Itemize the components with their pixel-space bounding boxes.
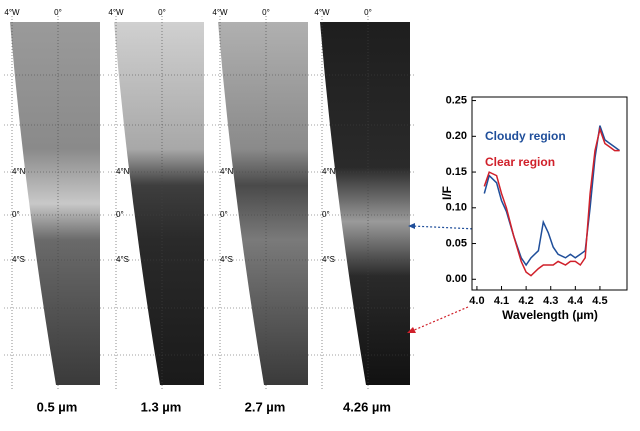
lat-label: 4°S bbox=[12, 255, 25, 264]
lat-label: 4°N bbox=[220, 167, 234, 176]
arrow-head bbox=[408, 223, 415, 229]
panel-label: 2.7 µm bbox=[245, 399, 286, 414]
lat-label: 4°N bbox=[12, 167, 26, 176]
lon-label: 0° bbox=[158, 8, 166, 17]
lon-label: 0° bbox=[54, 8, 62, 17]
image-panel bbox=[320, 22, 410, 385]
x-tick-label: 4.0 bbox=[469, 295, 484, 307]
arrow-head bbox=[407, 327, 416, 333]
x-tick-label: 4.1 bbox=[494, 295, 509, 307]
x-axis-label: Wavelength (µm) bbox=[502, 308, 598, 322]
plot-frame bbox=[471, 96, 628, 291]
lon-label: 0° bbox=[262, 8, 270, 17]
y-tick-label: 0.25 bbox=[446, 94, 467, 106]
lon-label: 0° bbox=[364, 8, 372, 17]
lat-label: 0° bbox=[116, 210, 124, 219]
x-tick-label: 4.2 bbox=[518, 295, 533, 307]
lat-label: 4°N bbox=[322, 167, 336, 176]
y-tick-label: 0.20 bbox=[446, 130, 467, 142]
image-panels: 4°W 0° 4°N 0° 4°S 0.5 µm 4°W 0° 4°N 0° 4°S 1.3 µm 4°… bbox=[4, 8, 414, 414]
series-line bbox=[483, 126, 620, 277]
lon-label: 4°W bbox=[108, 8, 124, 17]
y-tick-label: 0.15 bbox=[446, 166, 467, 178]
lon-label: 4°W bbox=[212, 8, 228, 17]
lat-label: 4°N bbox=[116, 167, 130, 176]
lat-label: 4°S bbox=[220, 255, 233, 264]
lon-label: 4°W bbox=[4, 8, 20, 17]
x-tick-label: 4.3 bbox=[543, 295, 558, 307]
y-tick-label: 0.05 bbox=[446, 237, 467, 249]
legend-entry: Cloudy region bbox=[485, 129, 566, 143]
lat-label: 4°S bbox=[322, 255, 335, 264]
image-panel bbox=[10, 22, 100, 385]
image-panel bbox=[218, 22, 308, 385]
lat-label: 0° bbox=[322, 210, 330, 219]
y-axis-label: I/F bbox=[440, 186, 454, 200]
legend-entry: Clear region bbox=[485, 155, 555, 169]
lat-label: 0° bbox=[12, 210, 20, 219]
panel-label: 1.3 µm bbox=[141, 399, 182, 414]
lat-label: 4°S bbox=[116, 255, 129, 264]
panel-label: 4.26 µm bbox=[343, 399, 391, 414]
x-tick-label: 4.5 bbox=[592, 295, 607, 307]
image-panel bbox=[114, 22, 204, 385]
y-tick-label: 0.10 bbox=[446, 202, 467, 214]
y-tick-label: 0.00 bbox=[446, 273, 467, 285]
lat-label: 0° bbox=[220, 210, 228, 219]
panel-label: 0.5 µm bbox=[37, 399, 78, 414]
spectrum-chart: I/F Wavelength (µm) 0.00 0.05 0.10 0.15 0.20… bbox=[440, 94, 628, 322]
pointer-arrow bbox=[411, 306, 469, 332]
x-tick-label: 4.4 bbox=[568, 295, 584, 307]
lon-label: 4°W bbox=[314, 8, 330, 17]
